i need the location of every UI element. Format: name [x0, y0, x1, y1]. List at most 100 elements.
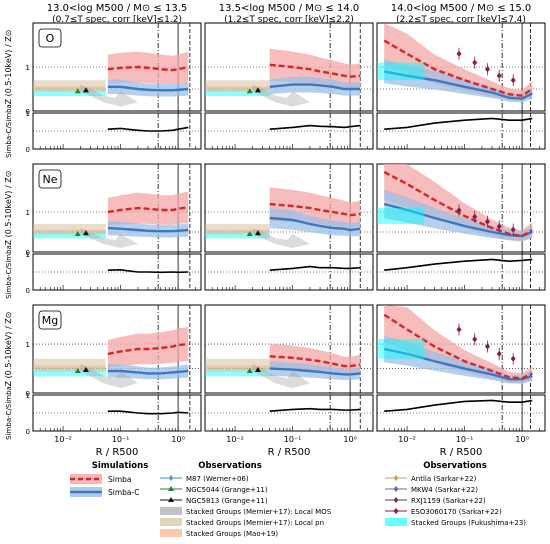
y-tick-label: 0 [26, 390, 30, 398]
legend-swatch-marker [393, 508, 399, 514]
legend-label-sim: Simba [108, 475, 132, 484]
mernier-mos-band [252, 228, 310, 248]
y-tick-label: 0 [26, 249, 30, 257]
element-label-text: O [46, 32, 55, 45]
ratio-y-tick-label: 0 [26, 287, 30, 295]
sarkar-marker [472, 59, 478, 66]
column-subtitle: (2.2≤T spec, corr [keV]≤7.4) [396, 15, 526, 25]
legend-label-obs: Stacked Groups (Mao+19) [186, 530, 278, 538]
simba-band [384, 164, 533, 242]
sarkar-marker [496, 350, 502, 357]
simbac-line [383, 202, 533, 238]
ratio-line [107, 126, 189, 132]
legend: Simulations Simba Simba-C Observations M87 (… [70, 461, 526, 538]
mernier-mos-band [80, 228, 138, 248]
mernier-mos-band [252, 84, 310, 107]
x-axis-label: R / R500 [96, 447, 139, 458]
x-axis-label: R / R500 [440, 447, 483, 458]
column-title: 13.0<log M500 / M⊙ ≤ 13.5 [47, 3, 188, 14]
observation-band [205, 229, 270, 235]
grange-marker [82, 367, 89, 373]
column-subtitle: (0.7≤T spec, corr [keV]≤1.2) [52, 15, 182, 25]
legend-swatch-marker [168, 486, 174, 491]
observation-band [205, 224, 270, 232]
simba-band [384, 305, 533, 384]
element-label-text: Mg [42, 314, 58, 327]
legend-title-observations-2: Observations [423, 461, 487, 471]
panel-mg-13-0-13-5: MgZ (0.5-10keV) / Z⊙Simba-C/Simba101010⁻… [4, 304, 202, 458]
ratio-y-tick-label: 0 [26, 428, 30, 436]
ratio-line [269, 407, 361, 412]
panel-o-14-0-15-0 [376, 22, 546, 150]
legend-label-obs: M87 (Werner+06) [186, 475, 249, 483]
fukushima-band [377, 339, 425, 359]
x-tick-label: 10⁻² [226, 435, 244, 444]
simba-line [107, 206, 189, 214]
sarkar-marker [456, 326, 462, 333]
legend-swatch-marker [393, 486, 399, 492]
x-tick-label: 10⁰ [343, 435, 356, 444]
simbac-band [384, 189, 533, 241]
grange-marker [246, 368, 253, 373]
grange-marker [254, 367, 261, 373]
legend-swatch-marker [168, 497, 174, 502]
observation-band [205, 80, 270, 89]
y-axis-label: Z (0.5-10keV) / Z⊙ [4, 171, 13, 246]
sarkar-marker [456, 207, 462, 214]
simbac-band [107, 364, 189, 380]
observation-band [33, 224, 106, 232]
simbac-line [107, 369, 189, 375]
legend-title-observations-1: Observations [198, 461, 262, 471]
panel-mg-14-0-15-0: 10⁻² 10⁻¹ 10⁰ R / R500 [376, 304, 546, 458]
grange-marker [246, 88, 253, 94]
panel-ne-13-5-14-0 [204, 163, 374, 291]
simbac-line [107, 85, 189, 92]
observation-band [205, 232, 270, 239]
observation-band [33, 229, 106, 235]
element-label: O [38, 28, 62, 48]
simbac-line [269, 367, 361, 376]
observation-band [205, 365, 270, 372]
observation-band [205, 368, 270, 377]
legend-label-obs: RXJ1159 (Sarkar+22) [411, 497, 486, 505]
simbac-band [384, 59, 533, 103]
observation-band [33, 232, 106, 239]
x-tick-label: 10⁻¹ [112, 435, 130, 444]
simbac-band [107, 220, 189, 238]
simba-line [269, 202, 361, 217]
legend-label-obs: Stacked Groups (Mernier+17): Local MOS [186, 508, 332, 516]
mernier-mos-band [80, 84, 138, 107]
sarkar-marker [472, 213, 478, 220]
simbac-line [383, 70, 533, 100]
legend-swatch-marker [393, 475, 399, 481]
mernier-mos-band [252, 363, 310, 389]
mernier-mos-band [80, 363, 138, 389]
simbac-line [107, 226, 189, 233]
ratio-line [384, 117, 533, 130]
column-title: 14.0<log M500 / M⊙ ≤ 15.0 [391, 3, 532, 14]
ratio-y-tick-label: 1 [26, 110, 30, 118]
x-axis-label: R / R500 [268, 447, 311, 458]
observation-band [205, 89, 270, 97]
panel-o-13-5-14-0 [204, 22, 374, 150]
x-tick-label: 10⁻² [54, 435, 72, 444]
observation-band [33, 365, 106, 372]
column-title: 13.5<log M500 / M⊙ ≤ 14.0 [219, 3, 360, 14]
ratio-y-tick-label: 1 [26, 251, 30, 259]
simba-line [383, 39, 533, 97]
y-axis-label: Z (0.5-10keV) / Z⊙ [4, 30, 13, 105]
simbac-band [107, 79, 189, 97]
ratio-y-axis-label: Simba-C/Simba [5, 386, 13, 440]
x-tick-label: 10⁰ [515, 435, 528, 444]
panel-ne-14-0-15-0 [376, 163, 546, 291]
fukushima-band [377, 208, 425, 224]
simbac-band [384, 335, 533, 384]
grange-marker [82, 87, 89, 93]
grange-marker [246, 231, 253, 236]
sarkar-marker [496, 223, 502, 230]
observation-band [33, 89, 106, 97]
simba-line [269, 63, 361, 78]
observation-band [33, 86, 106, 92]
legend-label-obs: ESO3060170 (Sarkar+22) [411, 508, 502, 516]
